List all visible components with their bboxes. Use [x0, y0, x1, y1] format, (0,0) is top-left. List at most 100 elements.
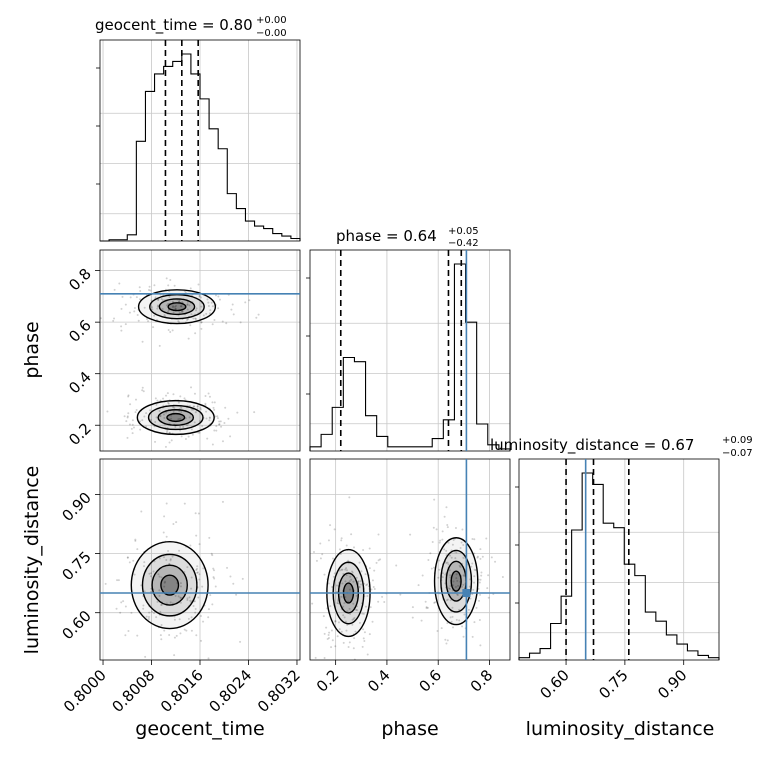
scatter-point	[321, 553, 324, 556]
contour-1-1	[147, 404, 204, 431]
scatter-point	[461, 625, 464, 628]
scatter-point	[350, 578, 353, 581]
scatter-point	[165, 535, 168, 538]
scatter-point	[219, 420, 222, 423]
scatter-point	[165, 559, 168, 562]
scatter-point	[198, 578, 201, 581]
scatter-point	[188, 596, 191, 599]
scatter-point	[187, 318, 190, 321]
scatter-point	[200, 327, 203, 330]
scatter-point	[333, 572, 336, 575]
scatter-point	[372, 586, 375, 589]
scatter-point	[426, 606, 429, 609]
scatter-point	[206, 298, 209, 301]
scatter-point	[352, 618, 355, 621]
scatter-point	[409, 533, 412, 536]
scatter-point	[350, 533, 353, 536]
scatter-point	[194, 512, 197, 515]
scatter-point	[323, 573, 326, 576]
scatter-point	[456, 593, 459, 596]
scatter-point	[457, 584, 460, 587]
contour-0-2	[151, 564, 188, 606]
scatter-point	[379, 558, 382, 561]
scatter-point	[202, 620, 205, 623]
scatter-point	[145, 615, 148, 618]
scatter-point	[446, 622, 449, 625]
scatter-point	[343, 616, 346, 619]
scatter-point	[487, 574, 490, 577]
ytick-label-phase: 0.8	[65, 265, 95, 295]
scatter-point	[128, 561, 131, 564]
scatter-point	[199, 614, 202, 617]
scatter-point	[183, 502, 186, 505]
scatter-point	[435, 528, 438, 531]
scatter-point	[142, 390, 145, 393]
scatter-point	[173, 618, 176, 621]
scatter-point	[454, 526, 457, 529]
scatter-point	[199, 408, 202, 411]
scatter-point	[340, 537, 343, 540]
scatter-point	[115, 607, 118, 610]
scatter-point	[129, 296, 132, 299]
scatter-point	[433, 601, 436, 604]
scatter-point	[447, 587, 450, 590]
ytick-label-luminosity_distance: 0.90	[58, 489, 94, 525]
scatter-point	[119, 611, 122, 614]
scatter-point	[165, 411, 168, 414]
scatter-point	[322, 615, 325, 618]
scatter-point	[373, 588, 376, 591]
scatter-point	[104, 582, 107, 585]
scatter-point	[319, 542, 322, 545]
scatter-point	[124, 634, 127, 637]
scatter-point	[197, 431, 200, 434]
scatter-point	[145, 318, 148, 321]
scatter-point	[368, 567, 371, 570]
scatter-point	[199, 407, 202, 410]
scatter-point	[211, 305, 214, 308]
scatter-point	[462, 635, 465, 638]
scatter-point	[172, 523, 175, 526]
scatter-point	[348, 588, 351, 591]
scatter-point	[213, 401, 216, 404]
scatter-point	[347, 646, 350, 649]
scatter-point	[351, 571, 354, 574]
scatter-point	[311, 602, 314, 605]
density-level-3	[168, 302, 186, 311]
scatter-point	[472, 588, 475, 591]
scatter-point	[447, 541, 450, 544]
scatter-point	[165, 304, 168, 307]
scatter-point	[180, 411, 183, 414]
scatter-point	[136, 548, 139, 551]
scatter-point	[494, 560, 497, 563]
scatter-point	[215, 425, 218, 428]
scatter-point	[450, 620, 453, 623]
scatter-point	[188, 416, 191, 419]
scatter-point	[456, 594, 459, 597]
ylabel-luminosity-distance: luminosity_distance	[21, 466, 43, 655]
scatter-point	[358, 585, 361, 588]
scatter-point	[449, 574, 452, 577]
scatter-point	[168, 431, 171, 434]
scatter-point	[373, 569, 376, 572]
scatter-point	[485, 537, 488, 540]
scatter-point	[335, 584, 338, 587]
xtick-label-luminosity_distance: 0.60	[537, 666, 573, 702]
scatter-point	[211, 603, 214, 606]
scatter-point	[214, 294, 217, 297]
scatter-point	[195, 307, 198, 310]
scatter-point	[257, 313, 260, 316]
scatter-point	[375, 561, 378, 564]
scatter-point	[177, 401, 180, 404]
scatter-point	[455, 577, 458, 580]
scatter-point	[179, 417, 182, 420]
scatter-point	[343, 602, 346, 605]
scatter-point	[147, 320, 150, 323]
scatter-point	[152, 570, 155, 573]
scatter-point	[467, 608, 470, 611]
scatter-point	[160, 297, 163, 300]
scatter-point	[174, 425, 177, 428]
scatter-point	[167, 402, 170, 405]
scatter-point	[377, 533, 380, 536]
scatter-point	[149, 575, 152, 578]
scatter-point	[142, 607, 145, 610]
